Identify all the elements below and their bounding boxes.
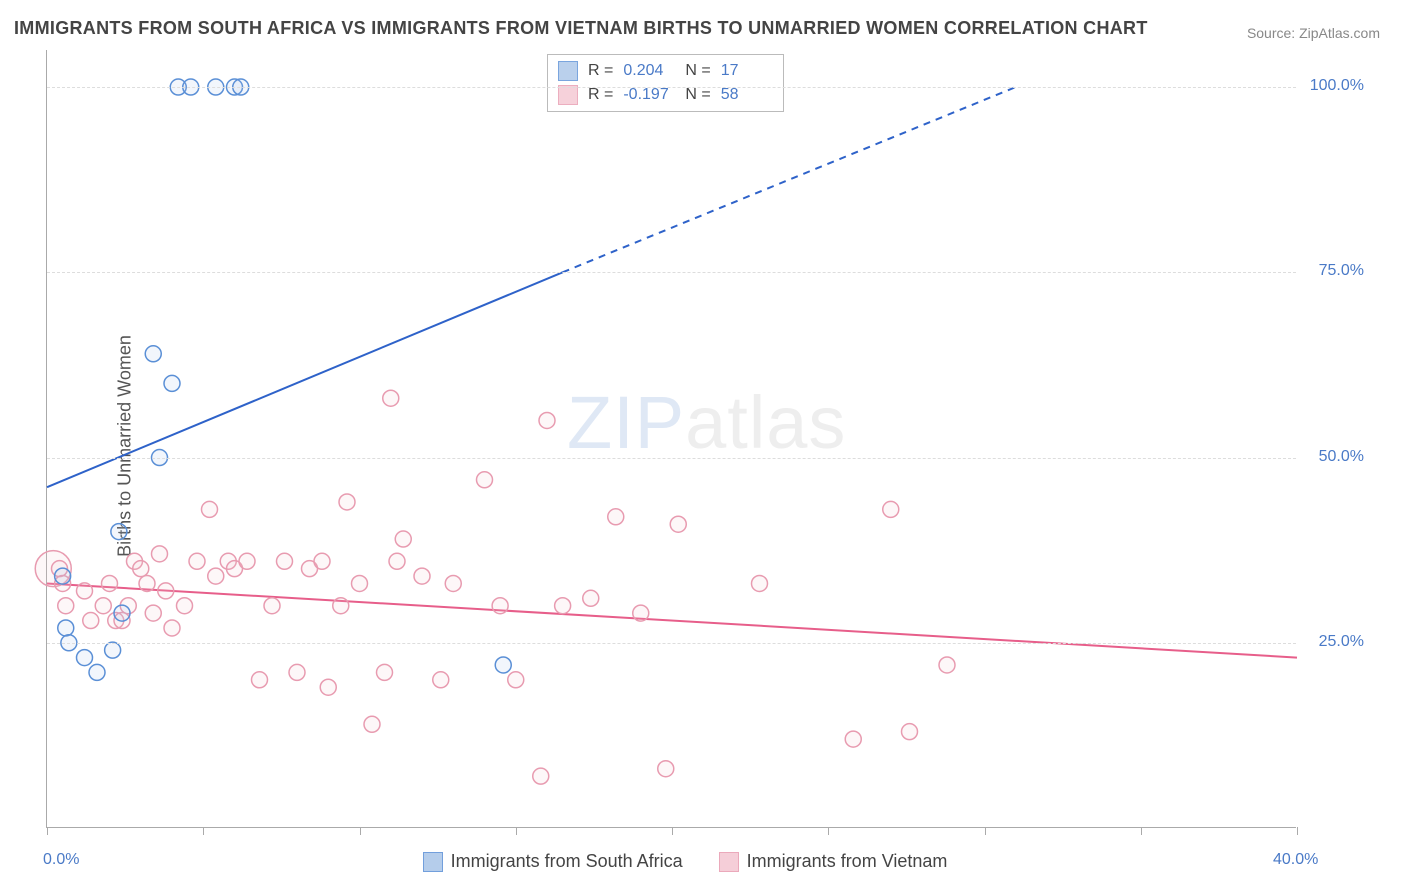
plot-area: ZIPatlas R = 0.204N = 17R = -0.197N = 58… [46,50,1296,828]
scatter-point [277,553,293,569]
x-tick [985,827,986,835]
scatter-point [389,553,405,569]
scatter-point [670,516,686,532]
gridline-h [47,458,1296,459]
scatter-point [539,412,555,428]
legend-swatch [719,852,739,872]
scatter-point [177,598,193,614]
legend-swatch [423,852,443,872]
legend-label: Immigrants from Vietnam [747,851,948,871]
scatter-point [252,672,268,688]
gridline-h [47,87,1296,88]
scatter-point [55,568,71,584]
scatter-point [58,620,74,636]
scatter-point [77,650,93,666]
scatter-point [445,575,461,591]
scatter-point [377,664,393,680]
scatter-point [202,501,218,517]
x-tick [47,827,48,835]
scatter-point [289,664,305,680]
stat-n-value: 58 [721,86,773,104]
correlation-stats-box: R = 0.204 N = 17 R = -0.197 N = 58 [547,54,784,112]
legend-label: Immigrants from South Africa [451,851,683,871]
scatter-point [658,761,674,777]
scatter-point [314,553,330,569]
scatter-point [433,672,449,688]
scatter-point [102,575,118,591]
chart-svg [47,50,1296,827]
scatter-point [395,531,411,547]
y-tick-label: 50.0% [1319,448,1364,466]
chart-title: IMMIGRANTS FROM SOUTH AFRICA VS IMMIGRAN… [14,18,1148,39]
scatter-point [383,390,399,406]
stat-r-label: R = [588,86,613,104]
stat-row: R = 0.204 N = 17 [558,59,773,83]
scatter-point [105,642,121,658]
scatter-point [533,768,549,784]
scatter-point [495,657,511,673]
scatter-point [114,605,130,621]
scatter-point [320,679,336,695]
scatter-point [902,724,918,740]
scatter-point [508,672,524,688]
stat-r-value: -0.197 [623,86,675,104]
scatter-point [752,575,768,591]
scatter-point [414,568,430,584]
scatter-point [883,501,899,517]
scatter-point [58,598,74,614]
x-tick [1141,827,1142,835]
y-tick-label: 100.0% [1310,77,1364,95]
scatter-point [189,553,205,569]
scatter-point [95,598,111,614]
stat-swatch [558,61,578,81]
x-tick [516,827,517,835]
trend-line [563,87,1016,272]
y-tick-label: 25.0% [1319,633,1364,651]
scatter-point [583,590,599,606]
scatter-point [633,605,649,621]
scatter-point [164,375,180,391]
gridline-h [47,643,1296,644]
x-tick [672,827,673,835]
x-tick [828,827,829,835]
stat-r-label: R = [588,62,613,80]
stat-r-value: 0.204 [623,62,675,80]
scatter-point [333,598,349,614]
x-tick [360,827,361,835]
x-tick [203,827,204,835]
stat-n-label: N = [685,86,710,104]
scatter-point [208,568,224,584]
scatter-point [83,613,99,629]
trend-line [47,583,1297,657]
scatter-point [352,575,368,591]
legend: Immigrants from South Africa Immigrants f… [0,850,1406,872]
trend-line [47,272,563,487]
scatter-point [608,509,624,525]
scatter-point [133,561,149,577]
scatter-point [339,494,355,510]
scatter-point [111,524,127,540]
stat-n-label: N = [685,62,710,80]
scatter-point [77,583,93,599]
scatter-point [145,605,161,621]
source-attribution: Source: ZipAtlas.com [1247,25,1380,41]
scatter-point [139,575,155,591]
scatter-point [939,657,955,673]
scatter-point [164,620,180,636]
scatter-point [264,598,280,614]
scatter-point [89,664,105,680]
scatter-point [477,472,493,488]
scatter-point [845,731,861,747]
gridline-h [47,272,1296,273]
scatter-point [145,346,161,362]
scatter-point [364,716,380,732]
scatter-point [158,583,174,599]
x-tick [1297,827,1298,835]
scatter-point [492,598,508,614]
y-tick-label: 75.0% [1319,262,1364,280]
scatter-point [555,598,571,614]
scatter-point [239,553,255,569]
stat-n-value: 17 [721,62,773,80]
scatter-point [152,546,168,562]
